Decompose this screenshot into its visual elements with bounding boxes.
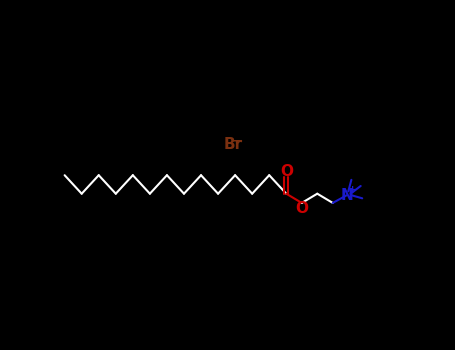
Text: N: N	[340, 188, 353, 203]
Text: O: O	[280, 164, 293, 179]
Text: +: +	[348, 185, 358, 195]
Text: O: O	[295, 201, 308, 216]
Text: −: −	[232, 134, 243, 147]
Text: Br: Br	[223, 137, 243, 152]
